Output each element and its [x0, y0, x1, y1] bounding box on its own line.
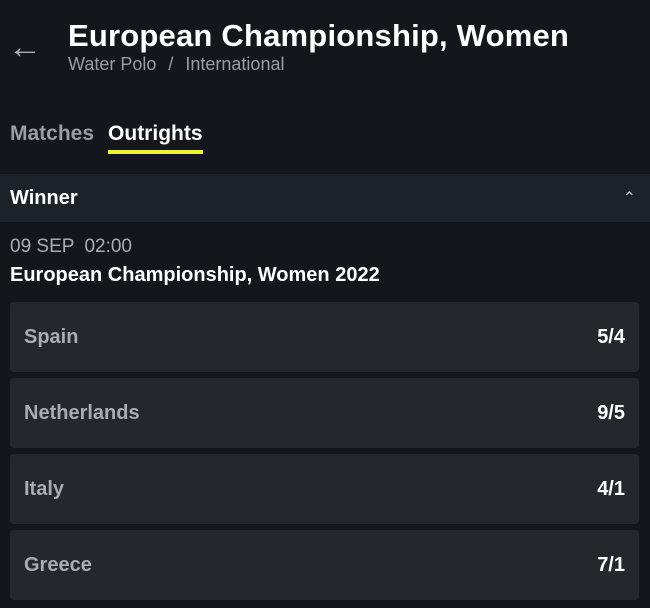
breadcrumb-separator: /: [168, 54, 174, 74]
tab-matches[interactable]: Matches: [10, 122, 95, 145]
selection-name: Greece: [24, 553, 92, 576]
chevron-up-icon[interactable]: ⌃: [622, 190, 636, 207]
market-title: Winner: [10, 186, 78, 209]
selection-odds: 9/5: [597, 401, 625, 424]
market-header-winner[interactable]: Winner ⌃: [0, 174, 650, 222]
event-name: European Championship, Women 2022: [10, 264, 380, 286]
tab-bar: Matches Outrights: [10, 122, 203, 154]
event-time: 02:00: [84, 236, 132, 257]
selection-name: Italy: [24, 477, 65, 500]
selection-name: Netherlands: [24, 401, 140, 424]
selection-row[interactable]: Greece 7/1: [10, 530, 639, 600]
tab-outrights[interactable]: Outrights: [108, 122, 203, 154]
breadcrumb: Water Polo / International: [68, 54, 284, 75]
selection-odds: 5/4: [597, 325, 625, 348]
breadcrumb-sport[interactable]: Water Polo: [68, 54, 157, 74]
back-button[interactable]: ←: [8, 30, 46, 66]
event-datetime: 09 SEP 02:00: [10, 236, 132, 258]
page-title: European Championship, Women: [68, 18, 570, 53]
selection-list: Spain 5/4 Netherlands 9/5 Italy 4/1 Greece 7…: [10, 302, 639, 606]
selection-odds: 7/1: [597, 553, 625, 576]
event-date: 09 SEP: [10, 236, 75, 257]
selection-row[interactable]: Italy 4/1: [10, 454, 639, 524]
arrow-left-icon: ←: [8, 28, 42, 66]
breadcrumb-category[interactable]: International: [185, 54, 285, 74]
selection-name: Spain: [24, 325, 79, 348]
selection-row[interactable]: Spain 5/4: [10, 302, 639, 372]
selection-row[interactable]: Netherlands 9/5: [10, 378, 639, 448]
selection-odds: 4/1: [597, 477, 625, 500]
